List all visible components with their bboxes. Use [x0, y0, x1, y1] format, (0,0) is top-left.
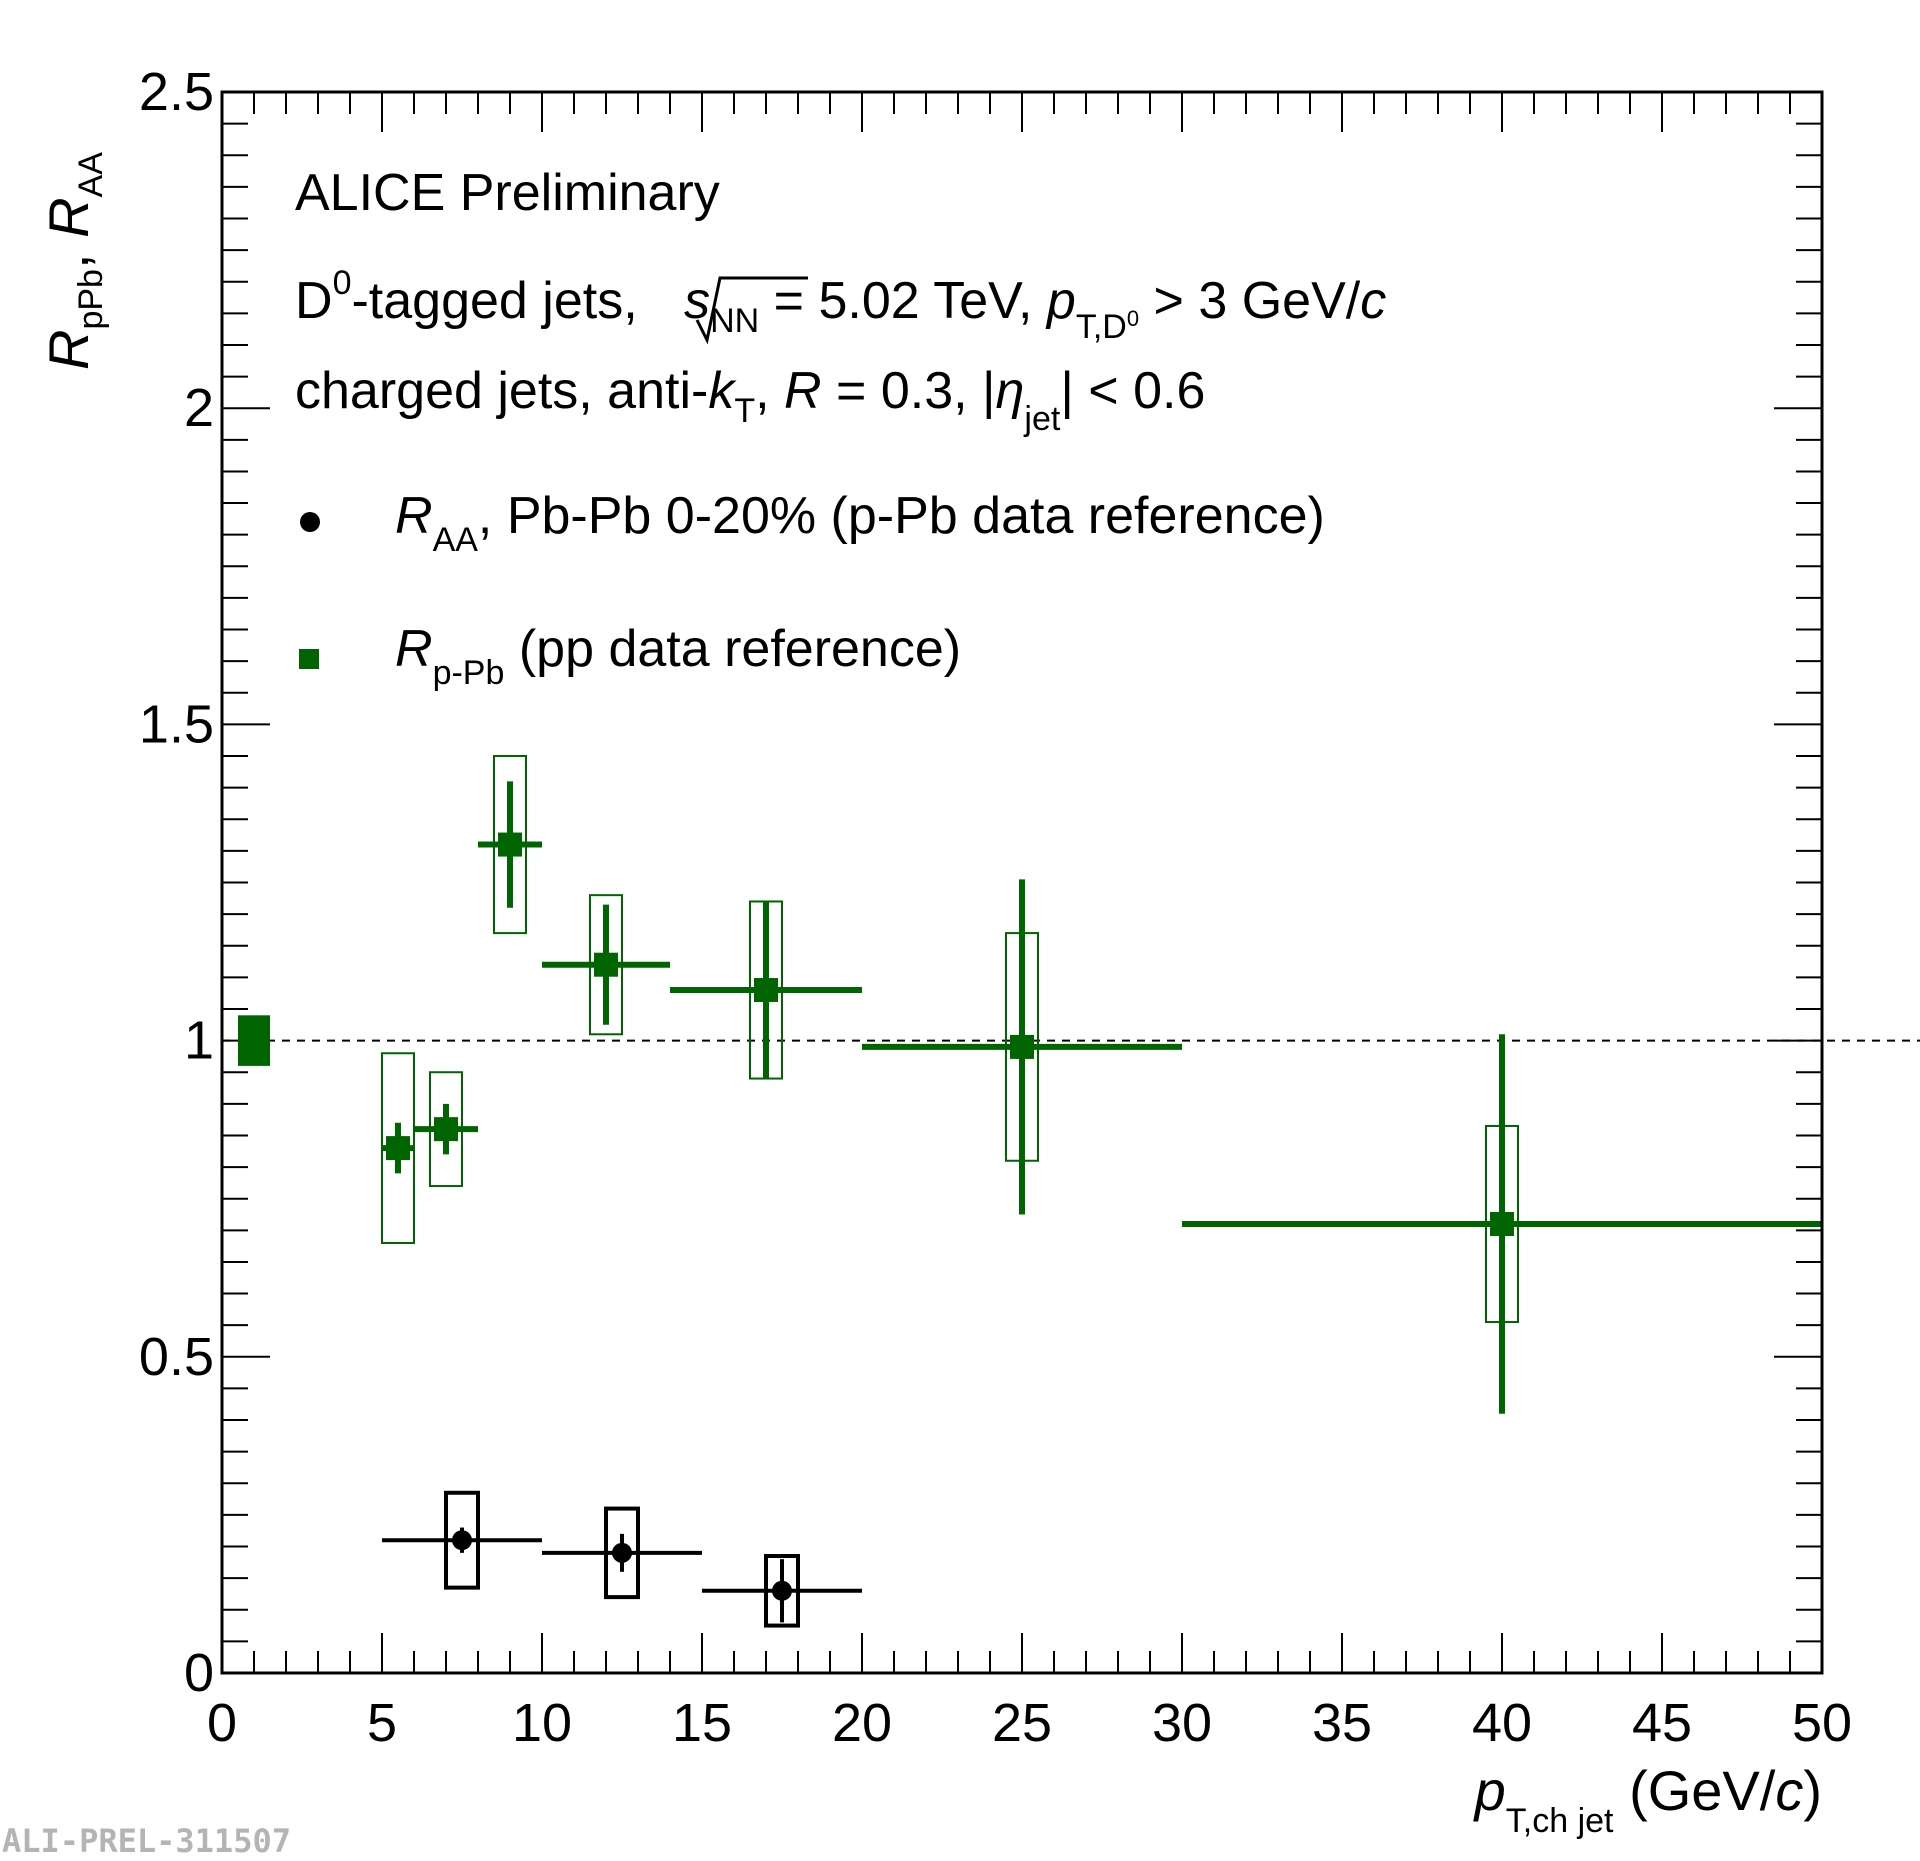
legend-marker-rppb [299, 649, 319, 669]
y-axis-title: RpPb, RAA [37, 152, 110, 370]
data-point [452, 1530, 472, 1551]
data-point [594, 952, 618, 977]
x-tick-label: 10 [512, 1693, 572, 1753]
sqrt-sign-icon [695, 276, 808, 345]
x-axis-title: pT,ch jet (GeV/c) [1473, 1759, 1822, 1840]
x-tick-label: 0 [207, 1693, 237, 1753]
data-point [754, 978, 778, 1003]
data-series [381, 755, 1822, 1628]
y-tick-label: 0.5 [139, 1327, 214, 1387]
data-point [772, 1580, 792, 1601]
series-rppb [381, 755, 1822, 1414]
y-tick-label: 0 [184, 1643, 214, 1703]
annotation-line-1: D0-tagged jets, sNN = 5.02 TeV, pT,D0 > … [295, 264, 1386, 346]
legend-marker-raa [300, 512, 320, 532]
data-point [612, 1542, 632, 1563]
x-tick-label: 30 [1152, 1693, 1212, 1753]
experiment-label: ALICE Preliminary [295, 164, 720, 222]
x-tick-label: 15 [672, 1693, 732, 1753]
figure-id-label: ALI-PREL-311507 [2, 1822, 291, 1860]
y-tick-label: 2 [184, 378, 214, 438]
y-tick-label: 2.5 [139, 62, 214, 122]
data-point [434, 1117, 458, 1142]
x-tick-label: 50 [1792, 1693, 1852, 1753]
tick-labels: 0 5 10 15 20 25 30 35 40 45 50 0 0.5 1 1.5 2 2.5 [139, 62, 1852, 1753]
x-tick-label: 40 [1472, 1693, 1532, 1753]
legend: RAA, Pb-Pb 0-20% (p-Pb data reference) R… [299, 487, 1325, 692]
series-raa [382, 1490, 862, 1628]
y-tick-label: 1 [184, 1011, 214, 1071]
data-point [498, 832, 522, 857]
axis-ticks [221, 91, 1823, 1674]
x-tick-label: 5 [367, 1693, 397, 1753]
x-tick-label: 20 [832, 1693, 892, 1753]
plot-frame [220, 90, 1824, 1675]
data-point [1010, 1034, 1034, 1059]
legend-entry-raa: RAA, Pb-Pb 0-20% (p-Pb data reference) [395, 487, 1325, 559]
x-tick-label: 35 [1312, 1693, 1372, 1753]
annotation-line-2: charged jets, anti-kT, R = 0.3, |ηjet| <… [295, 362, 1205, 438]
global-uncertainty-box [238, 1015, 270, 1066]
data-point [1490, 1211, 1514, 1236]
y-tick-label: 1.5 [139, 694, 214, 754]
data-point [386, 1136, 410, 1161]
legend-entry-rppb: Rp-Pb (pp data reference) [395, 620, 961, 692]
x-tick-label: 25 [992, 1693, 1052, 1753]
x-tick-label: 45 [1632, 1693, 1692, 1753]
